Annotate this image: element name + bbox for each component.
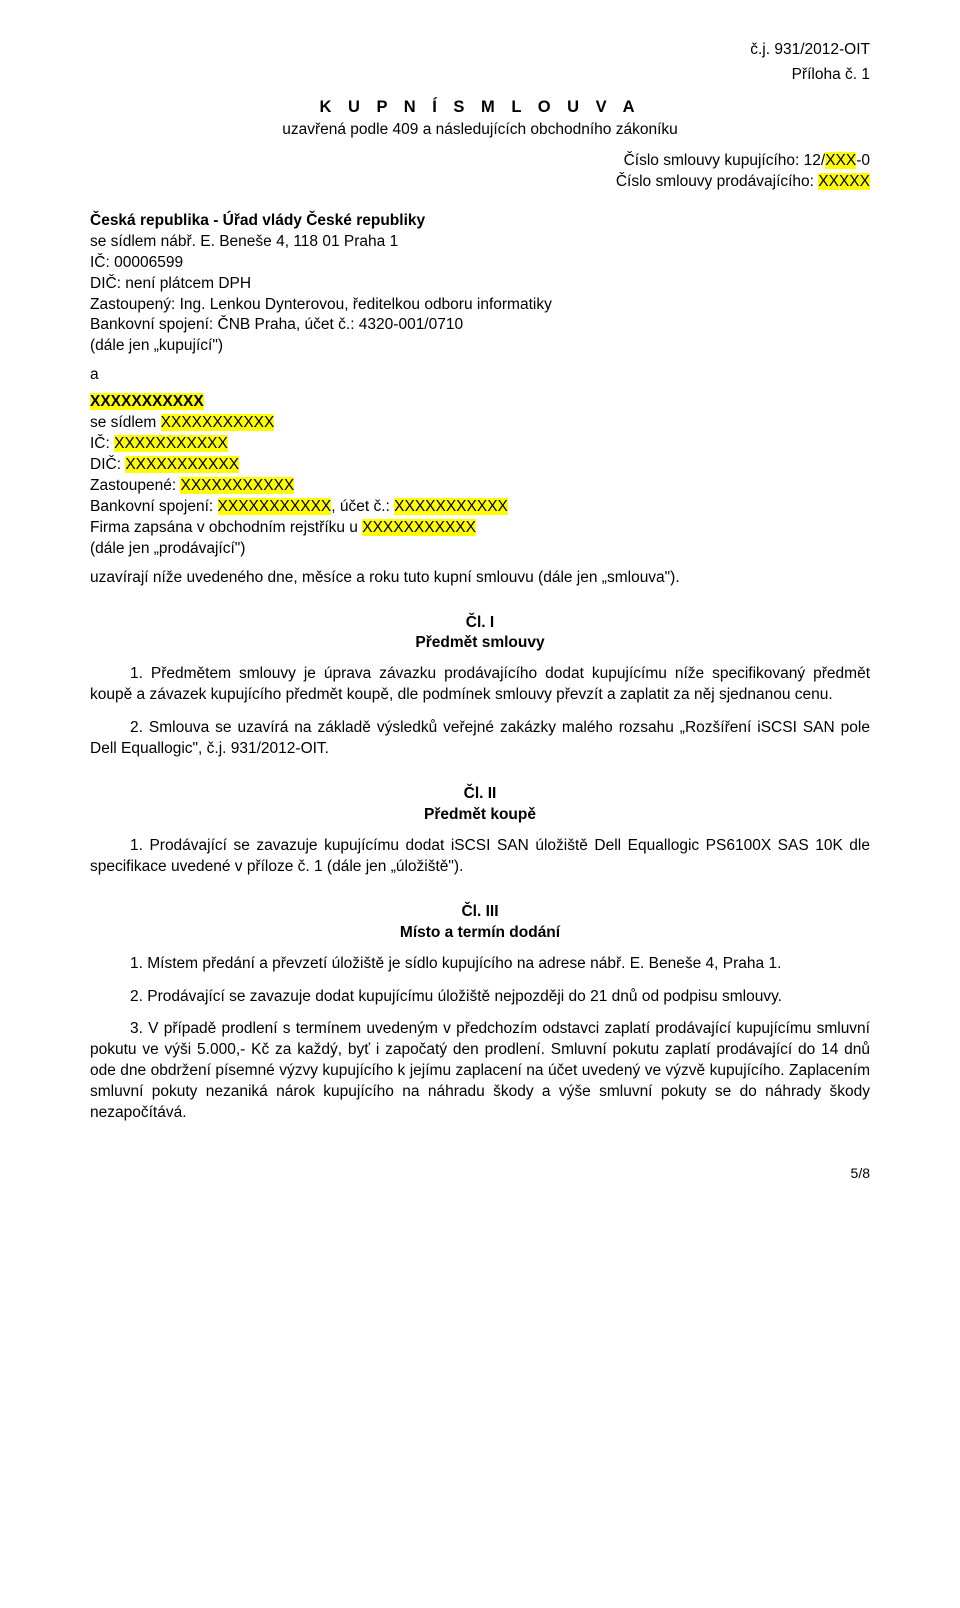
seller-name-hl: XXXXXXXXXXX xyxy=(90,393,204,410)
seller-block: XXXXXXXXXXX se sídlem XXXXXXXXXXX IČ: XX… xyxy=(90,392,870,559)
and-separator: a xyxy=(90,365,870,386)
seller-num-hl: XXXXX xyxy=(818,173,870,190)
attachment-label: Příloha č. 1 xyxy=(90,65,870,86)
seller-reg-hl: XXXXXXXXXXX xyxy=(362,519,476,536)
buyer-address: se sídlem nábř. E. Beneše 4, 118 01 Prah… xyxy=(90,232,870,253)
seller-bank-pre: Bankovní spojení: xyxy=(90,498,218,515)
seller-address-pre: se sídlem xyxy=(90,414,161,431)
article-1-num: Čl. I xyxy=(90,613,870,634)
seller-reg-pre: Firma zapsána v obchodním rejstříku u xyxy=(90,519,362,536)
article-1-p2: 2. Smlouva se uzavírá na základě výsledk… xyxy=(90,718,870,760)
buyer-block: Česká republika - Úřad vlády České repub… xyxy=(90,211,870,357)
article-1-head: Čl. I Předmět smlouvy xyxy=(90,613,870,655)
seller-num-prefix: Číslo smlouvy prodávajícího: xyxy=(616,173,818,190)
article-2-title: Předmět koupě xyxy=(90,805,870,826)
seller-ico-pre: IČ: xyxy=(90,435,114,452)
seller-bank-hl2: XXXXXXXXXXX xyxy=(394,498,508,515)
buyer-contract-number: Číslo smlouvy kupujícího: 12/XXX-0 xyxy=(90,151,870,172)
seller-bank-hl1: XXXXXXXXXXX xyxy=(218,498,332,515)
article-1-title: Předmět smlouvy xyxy=(90,633,870,654)
article-3-p2: 2. Prodávající se zavazuje dodat kupujíc… xyxy=(90,987,870,1008)
seller-dic-pre: DIČ: xyxy=(90,456,125,473)
seller-name: XXXXXXXXXXX xyxy=(90,392,870,413)
page-number: 5/8 xyxy=(90,1164,870,1183)
seller-address: se sídlem XXXXXXXXXXX xyxy=(90,413,870,434)
seller-alias: (dále jen „prodávající") xyxy=(90,539,870,560)
contract-title: K U P N Í S M L O U V A xyxy=(90,96,870,118)
article-1-p1: 1. Předmětem smlouvy je úprava závazku p… xyxy=(90,664,870,706)
article-3-p1: 1. Místem předání a převzetí úložiště je… xyxy=(90,954,870,975)
buyer-ico: IČ: 00006599 xyxy=(90,253,870,274)
article-2-num: Čl. II xyxy=(90,784,870,805)
contract-numbers: Číslo smlouvy kupujícího: 12/XXX-0 Číslo… xyxy=(90,151,870,193)
seller-ico: IČ: XXXXXXXXXXX xyxy=(90,434,870,455)
seller-rep: Zastoupené: XXXXXXXXXXX xyxy=(90,476,870,497)
closing-sentence: uzavírají níže uvedeného dne, měsíce a r… xyxy=(90,568,870,589)
seller-reg: Firma zapsána v obchodním rejstříku u XX… xyxy=(90,518,870,539)
document-page: č.j. 931/2012-OIT Příloha č. 1 K U P N Í… xyxy=(0,0,960,1213)
buyer-num-suffix: -0 xyxy=(856,152,870,169)
seller-rep-hl: XXXXXXXXXXX xyxy=(180,477,294,494)
seller-dic-hl: XXXXXXXXXXX xyxy=(125,456,239,473)
seller-bank: Bankovní spojení: XXXXXXXXXXX, účet č.: … xyxy=(90,497,870,518)
article-3-title: Místo a termín dodání xyxy=(90,923,870,944)
seller-dic: DIČ: XXXXXXXXXXX xyxy=(90,455,870,476)
seller-bank-mid: , účet č.: xyxy=(331,498,394,515)
buyer-rep: Zastoupený: Ing. Lenkou Dynterovou, ředi… xyxy=(90,295,870,316)
buyer-num-prefix: Číslo smlouvy kupujícího: 12/ xyxy=(624,152,826,169)
buyer-dic: DIČ: není plátcem DPH xyxy=(90,274,870,295)
article-2-p1: 1. Prodávající se zavazuje kupujícímu do… xyxy=(90,836,870,878)
article-2-head: Čl. II Předmět koupě xyxy=(90,784,870,826)
buyer-num-hl: XXX xyxy=(825,152,856,169)
article-3-head: Čl. III Místo a termín dodání xyxy=(90,902,870,944)
seller-ico-hl: XXXXXXXXXXX xyxy=(114,435,228,452)
buyer-alias: (dále jen „kupující") xyxy=(90,336,870,357)
seller-contract-number: Číslo smlouvy prodávajícího: XXXXX xyxy=(90,172,870,193)
seller-rep-pre: Zastoupené: xyxy=(90,477,180,494)
header-reference: č.j. 931/2012-OIT xyxy=(90,40,870,61)
contract-subtitle: uzavřená podle 409 a následujících obcho… xyxy=(90,120,870,141)
buyer-name: Česká republika - Úřad vlády České repub… xyxy=(90,211,870,232)
article-3-num: Čl. III xyxy=(90,902,870,923)
buyer-bank: Bankovní spojení: ČNB Praha, účet č.: 43… xyxy=(90,315,870,336)
seller-address-hl: XXXXXXXXXXX xyxy=(161,414,275,431)
article-3-p3: 3. V případě prodlení s termínem uvedený… xyxy=(90,1019,870,1124)
